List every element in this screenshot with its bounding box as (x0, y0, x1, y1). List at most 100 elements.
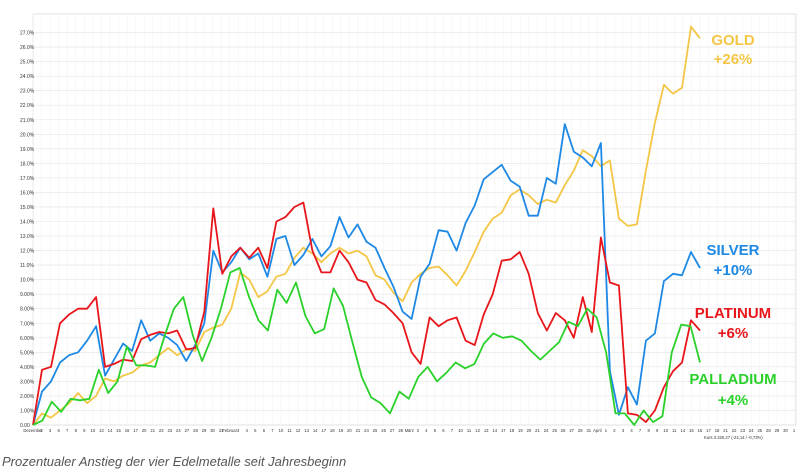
series-label-palladium: PALLADIUM (689, 371, 776, 388)
x-tick-label: 28 (193, 428, 198, 433)
y-tick-label: 20.0% (20, 132, 35, 138)
x-tick-label: 24 (749, 428, 754, 433)
x-tick-label: 4 (630, 428, 633, 433)
y-tick-label: 6.00% (20, 336, 35, 342)
x-tick-label: 23 (167, 428, 172, 433)
x-tick-label: 21 (723, 428, 728, 433)
series-line-gold (32, 25, 701, 426)
x-tick-label: 3 (417, 428, 420, 433)
x-tick-label: 6 (57, 428, 60, 433)
x-tick-label: 19 (338, 428, 343, 433)
x-tick-label: 19 (518, 428, 523, 433)
y-tick-label: 22.0% (20, 103, 35, 109)
x-tick-label: 7 (271, 428, 274, 433)
x-tick-label: 20 (347, 428, 352, 433)
series-label-gold: GOLD (711, 32, 754, 49)
x-tick-label: März (405, 428, 414, 433)
x-tick-label: 21 (150, 428, 155, 433)
series-label-platinum: PLATINUM (695, 305, 771, 322)
x-tick-label: 26 (561, 428, 566, 433)
x-tick-label: 17 (501, 428, 506, 433)
y-tick-label: 10.0% (20, 278, 35, 284)
chart-svg: 0.00 1.00% 2.00% 3.00% 4.00% 5.00% 6.00% 7.00% 8… (20, 13, 797, 440)
y-tick-label: 27.0% (20, 31, 35, 37)
x-tick-label: 29 (775, 428, 780, 433)
x-tick-label: 6 (263, 428, 266, 433)
x-tick-label: 8 (75, 428, 78, 433)
x-tick-label: 10 (458, 428, 463, 433)
y-tick-label: 17.0% (20, 176, 35, 182)
x-tick-label: 27 (185, 428, 190, 433)
x-tick-label: 24 (364, 428, 369, 433)
x-tick-label: 23 (740, 428, 745, 433)
x-tick-label: Februar (222, 428, 237, 433)
x-tick-label: 7 (66, 428, 69, 433)
x-tick-label: 10 (663, 428, 668, 433)
x-tick-label: 18 (509, 428, 514, 433)
x-tick-label: 3 (49, 428, 52, 433)
y-tick-label: 13.0% (20, 234, 35, 240)
x-tick-label: 11 (672, 428, 677, 433)
x-tick-label: 8 (647, 428, 650, 433)
y-tick-label: 15.0% (20, 205, 35, 211)
x-tick-label: 10 (91, 428, 96, 433)
x-tick-label: 28 (766, 428, 771, 433)
x-tick-label: 15 (116, 428, 121, 433)
series-label-silver: SILVER (706, 242, 759, 259)
x-tick-label: 24 (176, 428, 181, 433)
x-tick-label: 17 (321, 428, 326, 433)
x-tick-label: 25 (552, 428, 557, 433)
x-tick-label: 12 (475, 428, 480, 433)
x-tick-label: 14 (313, 428, 318, 433)
x-tick-label: 28 (578, 428, 583, 433)
y-tick-label: 18.0% (20, 161, 35, 167)
x-tick-label: 14 (492, 428, 497, 433)
x-tick-label: 17 (706, 428, 711, 433)
series-line-silver (32, 123, 701, 426)
x-tick-label: 18 (715, 428, 720, 433)
x-tick-label: 16 (698, 428, 703, 433)
x-tick-label: 9 (83, 428, 86, 433)
x-tick-label: 5 (434, 428, 437, 433)
x-tick-label: 27 (390, 428, 395, 433)
series-change-silver: +10% (714, 262, 753, 279)
y-tick-label: 4.00% (20, 365, 35, 371)
x-tick-label: Dezember (23, 428, 43, 433)
x-tick-label: 3 (237, 428, 240, 433)
x-tick-label: 7 (451, 428, 454, 433)
x-tick-label: 28 (398, 428, 403, 433)
x-tick-label: 1 (793, 428, 796, 433)
series-layer (32, 25, 701, 426)
chart-caption: Prozentualer Anstieg der vier Edelmetall… (2, 454, 347, 469)
y-tick-label: 23.0% (20, 89, 35, 95)
x-tick-label: 16 (125, 428, 130, 433)
x-tick-label: 20 (142, 428, 147, 433)
x-tick-label: 25 (373, 428, 378, 433)
x-tick-label: 15 (689, 428, 694, 433)
price-readout: Kurs 3.320,27 (-24,14 / -0,73%) (704, 435, 763, 440)
y-tick-label: 1.00% (20, 408, 35, 414)
y-tick-label: 21.0% (20, 118, 35, 124)
x-tick-label: 4 (425, 428, 428, 433)
x-tick-label: 25 (757, 428, 762, 433)
y-tick-label: 14.0% (20, 220, 35, 226)
x-tick-label: 14 (681, 428, 686, 433)
x-tick-label: 21 (356, 428, 361, 433)
series-change-palladium: +4% (718, 392, 748, 409)
y-tick-label: 3.00% (20, 379, 35, 385)
x-tick-label: 10 (279, 428, 284, 433)
series-change-platinum: +6% (718, 325, 748, 342)
x-tick-label: 11 (467, 428, 472, 433)
x-tick-label: 7 (639, 428, 642, 433)
y-tick-label: 5.00% (20, 350, 35, 356)
y-tick-label: 0.00 (20, 423, 30, 429)
x-tick-label: 13 (484, 428, 489, 433)
y-tick-label: 24.0% (20, 74, 35, 80)
x-tick-label: 26 (381, 428, 386, 433)
x-tick-label: 11 (287, 428, 292, 433)
label-layer: GOLD +26% SILVER +10% PLATINUM +6% PALLADIUM +4… (689, 32, 776, 409)
x-tick-label: 2 (613, 428, 616, 433)
x-tick-label: 14 (108, 428, 113, 433)
axis-layer: 0.00 1.00% 2.00% 3.00% 4.00% 5.00% 6.00% 7.00% 8… (20, 31, 796, 433)
x-tick-label: 20 (527, 428, 532, 433)
